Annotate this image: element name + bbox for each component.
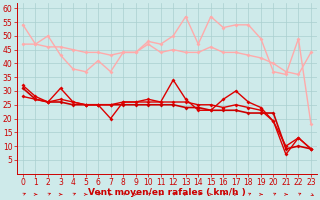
X-axis label: Vent moyen/en rafales ( km/h ): Vent moyen/en rafales ( km/h ) [88, 188, 246, 197]
